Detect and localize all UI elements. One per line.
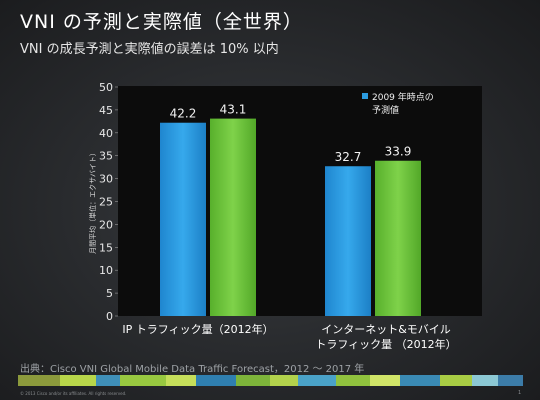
x-category-label: IP トラフィック量（2012年）: [122, 322, 273, 336]
y-tick-label: 30: [99, 173, 113, 186]
y-tick-label: 40: [99, 127, 113, 140]
decorative-color-stripe: [18, 375, 523, 386]
page-title: VNI の予測と実際値（全世界）: [20, 11, 303, 33]
data-label: 32.7: [335, 150, 362, 164]
y-axis: 0 5 10 15 20 25 30 35 40 45 50: [99, 81, 118, 323]
page-subtitle: VNI の成長予測と実際値の誤差は 10% 以内: [20, 42, 279, 57]
x-category-label: インターネット&モバイル: [321, 323, 451, 336]
bar-actual: [210, 118, 256, 317]
data-label: 43.1: [220, 103, 247, 117]
source-note: 出典：Cisco VNI Global Mobile Data Traffic …: [20, 364, 365, 375]
y-axis-label: 月間平均（単位：エクサバイト）: [88, 149, 97, 254]
y-tick-label: 10: [99, 264, 113, 277]
y-tick-label: 45: [99, 104, 113, 117]
y-tick-label: 50: [99, 81, 113, 94]
y-tick-label: 20: [99, 218, 113, 231]
data-labels: 42.2 32.7 43.1 33.9: [170, 103, 412, 165]
copyright-note: © 2013 Cisco and/or its affiliates. All …: [20, 391, 127, 396]
y-tick-label: 25: [99, 196, 113, 209]
legend-swatch: [362, 93, 368, 99]
bar-forecast-2009: [160, 122, 206, 316]
data-label: 42.2: [170, 107, 197, 121]
page-number: 1: [518, 390, 522, 396]
bars: [160, 118, 421, 317]
y-tick-label: 15: [99, 241, 113, 254]
x-category-label: トラフィック量 （2012年）: [315, 337, 456, 351]
y-tick-label: 35: [99, 150, 113, 163]
legend-text: 予測値: [372, 104, 399, 116]
bar-forecast-2009: [325, 166, 371, 316]
bar-actual: [375, 160, 421, 316]
data-label: 33.9: [385, 145, 412, 159]
y-tick-label: 5: [106, 287, 113, 300]
y-tick-label: 0: [106, 310, 113, 323]
legend-text: 2009 年時点の: [372, 91, 434, 103]
